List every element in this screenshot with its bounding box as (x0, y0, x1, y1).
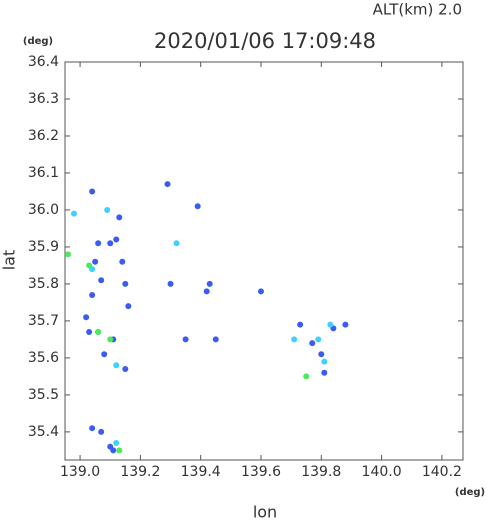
echo-point (257, 288, 264, 295)
echo-point (65, 251, 72, 258)
altitude-label: ALT(km) 2.0 (373, 1, 462, 19)
echo-point (122, 366, 129, 373)
x-tick-label: 139.8 (301, 464, 341, 480)
echo-point (297, 321, 304, 328)
echo-point (173, 240, 180, 247)
echo-point (212, 336, 219, 343)
echo-point (203, 288, 210, 295)
x-tick-label: 140.2 (422, 464, 462, 480)
x-unit: (deg) (455, 487, 485, 498)
echo-point (86, 262, 93, 269)
chart-title: 2020/01/06 17:09:48 (154, 29, 376, 53)
y-tick-label: 35.5 (28, 387, 59, 403)
echo-point (327, 321, 334, 328)
x-tick-label: 140.0 (362, 464, 402, 480)
y-unit: (deg) (23, 36, 53, 47)
y-tick-label: 36.1 (28, 165, 59, 181)
echo-point (107, 336, 114, 343)
echo-point (291, 336, 298, 343)
echo-point (309, 340, 316, 347)
echo-point (321, 358, 328, 365)
x-tick-label: 139.0 (60, 464, 100, 480)
echo-point (116, 447, 123, 454)
x-tick-label: 139.4 (181, 464, 221, 480)
echo-point (206, 280, 213, 287)
x-tick-label: 139.6 (241, 464, 281, 480)
echo-point (167, 280, 174, 287)
echo-point (110, 447, 117, 454)
echo-point (95, 329, 102, 336)
y-tick-label: 35.9 (28, 239, 59, 255)
echo-point (321, 369, 328, 376)
echo-point (113, 236, 120, 243)
echo-point (318, 351, 325, 358)
echo-point (95, 240, 102, 247)
y-axis-title: lat (0, 250, 19, 271)
y-tick-label: 36.3 (28, 91, 59, 107)
echo-point (315, 336, 322, 343)
y-tick-label: 36.2 (28, 128, 59, 144)
y-tick-label: 36.4 (28, 54, 59, 70)
echo-point (342, 321, 349, 328)
echo-point (86, 329, 93, 336)
echo-point (92, 258, 99, 265)
y-tick-label: 35.6 (28, 350, 59, 366)
echo-point (98, 277, 105, 284)
plot-frame (64, 61, 464, 461)
echo-point (89, 188, 96, 195)
x-axis-title: lon (253, 503, 277, 522)
y-tick-label: 35.8 (28, 276, 59, 292)
echo-point (113, 362, 120, 369)
echo-point (116, 214, 123, 221)
echo-point (119, 258, 126, 265)
y-tick-label: 36.0 (28, 202, 59, 218)
echo-point (164, 181, 171, 188)
echo-point (83, 314, 90, 321)
echo-point (101, 351, 108, 358)
echo-point (89, 292, 96, 299)
echo-point (98, 428, 105, 435)
echo-point (303, 373, 310, 380)
echo-point (125, 303, 132, 310)
y-tick-label: 35.4 (28, 424, 59, 440)
echo-point (122, 280, 129, 287)
echo-point (113, 439, 120, 446)
echo-point (194, 203, 201, 210)
echo-point (89, 425, 96, 432)
echo-point (107, 240, 114, 247)
y-tick-label: 35.7 (28, 313, 59, 329)
x-tick-label: 139.2 (120, 464, 160, 480)
echo-point (71, 210, 78, 217)
echo-point (182, 336, 189, 343)
echo-point (104, 206, 111, 213)
